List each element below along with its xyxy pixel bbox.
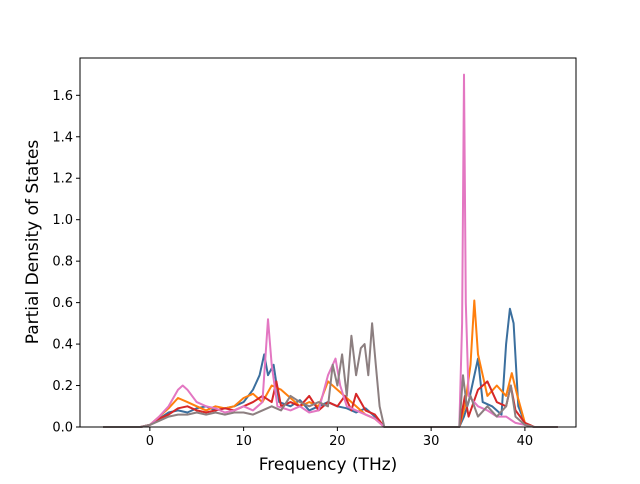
- x-tick-label: 20: [329, 434, 346, 449]
- y-axis-ticks: 0.0 0.2 0.4 0.6 0.8 1.0 1.2 1.4 1.6: [52, 89, 80, 436]
- y-tick-label: 1.2: [52, 172, 73, 187]
- x-tick-label: 40: [517, 434, 534, 449]
- x-axis-ticks: 0 10 20 30 40: [146, 427, 533, 449]
- series-line-2: [103, 299, 558, 428]
- x-tick-label: 0: [146, 434, 154, 449]
- x-tick-label: 30: [423, 434, 440, 449]
- y-axis-label: Partial Density of States: [23, 140, 43, 345]
- series-line-4: [103, 73, 558, 428]
- y-tick-label: 0.8: [52, 255, 73, 270]
- y-tick-label: 0.6: [52, 296, 73, 311]
- y-tick-label: 1.6: [52, 89, 73, 104]
- y-tick-label: 0.2: [52, 379, 73, 394]
- x-tick-label: 10: [235, 434, 252, 449]
- y-tick-label: 1.4: [52, 130, 73, 145]
- plot-frame: [79, 57, 577, 428]
- y-tick-label: 0.4: [52, 338, 73, 353]
- series-lines: [103, 73, 558, 428]
- y-tick-label: 1.0: [52, 213, 73, 228]
- y-tick-label: 0.0: [52, 421, 73, 436]
- series-line-5: [103, 322, 558, 428]
- x-axis-label: Frequency (THz): [259, 455, 398, 475]
